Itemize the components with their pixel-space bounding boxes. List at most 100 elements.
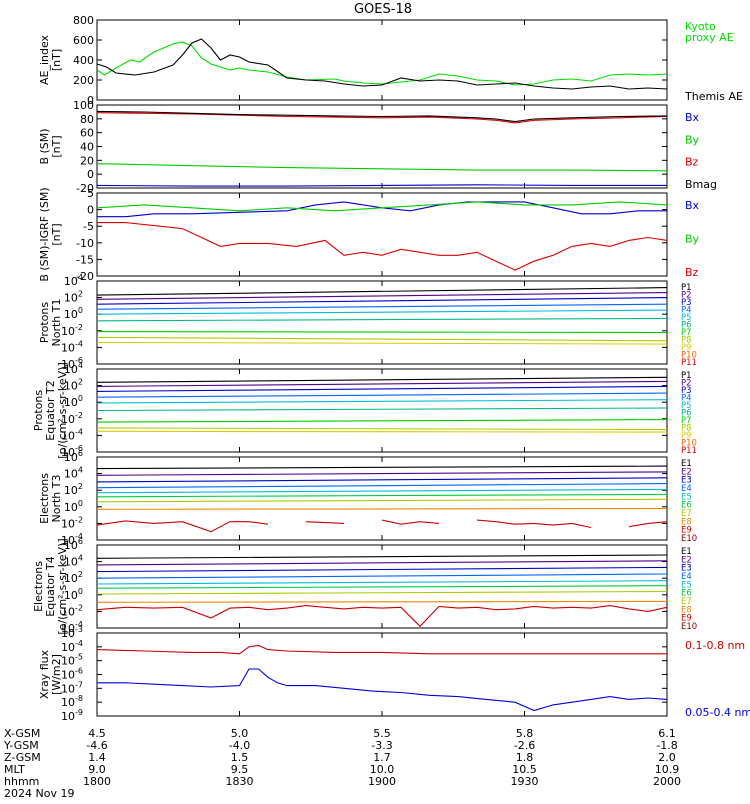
series-line-bz [96,112,668,124]
y-tick-label: 10-4 [61,639,83,654]
series-line-themis-ae [96,38,668,90]
y-tick-label: 104 [64,273,83,288]
legend-label: P10 [681,351,697,361]
y-tick-label: 106 [64,449,83,464]
y-tick-label: 10-8 [61,694,83,709]
y-tick-label: 102 [64,378,83,393]
y-tick-label: -20 [76,182,94,195]
legend-label: P4 [681,306,692,316]
series-line-p1 [96,287,668,296]
series-line-p8 [96,427,668,431]
series-line-e9 [305,521,345,524]
series-line-bz [97,222,668,271]
y-axis-label-line: AE_index [38,34,51,85]
legend-label: P8 [681,336,692,346]
y-tick-label: 10-2 [61,515,83,530]
y-axis-label: Protons North T1 [38,299,63,347]
y-tick-label: 10-4 [61,339,83,354]
panel-8: 10-910-810-710-610-510-410-3 Xray flux [W/… [38,625,750,723]
y-axis-label-line: [nT] [50,223,63,245]
series-line-p1 [96,376,668,383]
series-line-p2 [96,380,668,387]
legend-label: E1 [681,459,692,469]
series-line-0-05-0-4-nm [97,668,668,712]
y-tick-label: 10-7 [61,680,83,695]
y-tick-label: -5 [83,220,94,233]
series-line-e9 [628,521,668,528]
legend-label: E4 [681,484,692,494]
series-line-e1 [96,465,668,470]
legend-label: Bmag [685,178,717,191]
x-axis-row-label: 2024 Nov 19 [4,787,74,800]
legend-label: P5 [681,313,692,323]
legend-label: Bx [685,199,700,212]
legend-label: P8 [681,424,692,434]
y-axis-label-line: Xray flux [38,649,51,699]
x-axis-value: 9.0 [88,763,106,776]
y-axis-label: AE_index [nT] [38,34,63,85]
legend-label: P7 [681,328,692,338]
series-line-e9 [96,605,668,628]
y-tick-label: 10-4 [61,532,83,547]
series-line-0-1-0-8-nm [96,644,667,655]
legend-label: E6 [681,501,692,511]
legend-label: E3 [681,564,692,574]
y-axis-label-line: Equator T2 [44,380,57,440]
x-axis-value: 10.9 [655,763,680,776]
legend-label: E9 [681,526,692,536]
legend-label: P11 [681,358,697,368]
y-axis-label-line: [nT] [50,135,63,157]
series-line-e8 [96,507,668,510]
legend-label: P6 [681,321,692,331]
y-tick-label: 104 [64,466,83,481]
y-axis-label: Electrons Equator T4 [e/(cm²-s-sr-keV)] [32,538,69,634]
series-line-e8 [96,600,668,603]
legend-label: E5 [681,492,692,502]
y-tick-label: 100 [64,394,83,409]
series-line-p4 [96,392,668,398]
y-tick-label: 80 [80,113,94,126]
legend-label: E9 [681,614,692,624]
legend-label: P3 [681,298,692,308]
series-line-p5 [96,309,668,315]
y-axis-label-line: B (SM)-IGRF (SM) [38,187,51,281]
y-tick-label: 104 [64,554,83,569]
legend-label: E8 [681,517,692,527]
y-axis-label-line: North T1 [50,299,63,347]
y-axis-label-line: [W/m2] [50,654,63,695]
y-tick-label: 102 [64,570,83,585]
y-tick-label: -20 [76,270,94,283]
y-axis-label: B (SM) [nT] [38,128,63,164]
legend-label: E2 [681,467,692,477]
y-axis-label: Electrons North T3 [38,473,63,524]
legend-label: E1 [681,547,692,557]
series-line-e3 [96,566,668,573]
y-axis-label-line: Equator T4 [44,556,57,616]
legend-label: P3 [681,386,692,396]
series-line-p5 [96,399,668,404]
y-tick-label: 10-6 [61,356,83,371]
legend-label: E8 [681,605,692,615]
x-axis-value: 1.4 [88,751,106,764]
panel-frame [96,456,668,541]
legend-label: Bz [685,156,699,169]
x-axis-value: -4.6 [86,739,107,752]
x-axis-value: 4.5 [88,727,106,740]
legend-label: 0.05-0.4 nm [685,706,750,719]
x-axis-row-label: Y-GSM [3,739,39,752]
series-line-e9 [96,520,269,533]
legend-label: By [685,233,700,246]
series-line-by [96,163,668,172]
legend-label: Kyoto [685,20,716,33]
y-tick-label: 10-2 [61,411,83,426]
series-line-p4 [96,303,668,310]
panel-frame [96,192,668,277]
x-axis-value: 1900 [368,775,396,788]
y-tick-label: 104 [64,361,83,376]
y-axis-label-line: Electrons [38,473,51,524]
